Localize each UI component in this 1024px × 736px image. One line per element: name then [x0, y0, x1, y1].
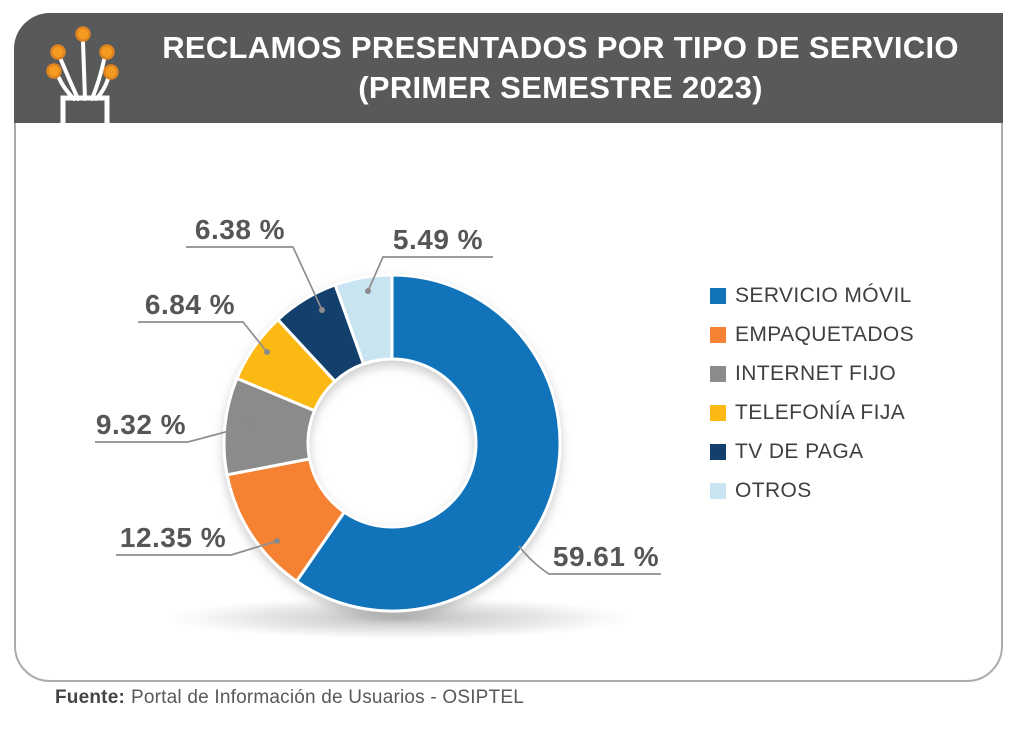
- legend-swatch-telefonia-fija: [710, 404, 726, 421]
- page-title: RECLAMOS PRESENTADOS POR TIPO DE SERVICI…: [126, 13, 995, 123]
- legend-swatch-servicio-movil: [710, 287, 726, 304]
- donut-slices: [222, 273, 562, 613]
- legend-item-telefonia-fija: TELEFONÍA FIJA: [710, 393, 914, 432]
- floor-shadow: [168, 597, 632, 639]
- legend-item-internet-fijo: INTERNET FIJO: [710, 354, 914, 393]
- percent-label-internet-fijo: 9.32 %: [96, 409, 186, 440]
- legend-label-internet-fijo: INTERNET FIJO: [735, 361, 897, 385]
- leader-line-internet-fijo: [95, 425, 249, 443]
- percent-label-tv-de-paga: 6.38 %: [195, 214, 285, 245]
- leader-dot-tv-de-paga: [319, 307, 325, 313]
- chart-card: RECLAMOS PRESENTADOS POR TIPO DE SERVICI…: [14, 13, 1003, 682]
- fiber-optic-icon: [46, 26, 119, 123]
- leader-line-telefonia-fija: [138, 321, 268, 353]
- percent-label-otros: 5.49 %: [393, 224, 483, 255]
- title-line-2: (PRIMER SEMESTRE 2023): [358, 70, 763, 105]
- legend-label-telefonia-fija: TELEFONÍA FIJA: [735, 400, 906, 424]
- percent-label-servicio-movil: 59.61 %: [553, 541, 659, 572]
- legend-label-servicio-movil: SERVICIO MÓVIL: [735, 283, 912, 307]
- leader-lines: [95, 246, 661, 575]
- title-line-1: RECLAMOS PRESENTADOS POR TIPO DE SERVICI…: [162, 30, 959, 65]
- pie-slice-otros: [333, 273, 394, 366]
- source-note: Fuente: Portal de Información de Usuarios…: [55, 687, 524, 709]
- legend-item-servicio-movil: SERVICIO MÓVIL: [710, 276, 914, 315]
- legend-label-otros: OTROS: [735, 478, 812, 502]
- leader-dot-internet-fijo: [245, 423, 251, 429]
- percent-labels: 59.61 % 12.35 % 9.32 % 6.84 % 6.38 % 5.4…: [96, 214, 659, 572]
- leader-line-servicio-movil: [518, 545, 661, 575]
- legend-item-tv-de-paga: TV DE PAGA: [710, 432, 914, 471]
- leader-line-otros: [367, 256, 493, 292]
- legend-item-otros: OTROS: [710, 471, 914, 510]
- source-text: Portal de Información de Usuarios - OSIP…: [131, 687, 525, 708]
- leader-line-empaquetados: [116, 540, 278, 556]
- percent-label-telefonia-fija: 6.84 %: [145, 289, 235, 320]
- leader-line-tv-de-paga: [186, 246, 323, 311]
- legend-item-empaquetados: EMPAQUETADOS: [710, 315, 914, 354]
- leader-dot-telefonia-fija: [264, 349, 270, 355]
- leader-dot-empaquetados: [274, 538, 280, 544]
- legend-swatch-empaquetados: [710, 326, 726, 343]
- header-banner: RECLAMOS PRESENTADOS POR TIPO DE SERVICI…: [14, 13, 1003, 123]
- source-label: Fuente:: [55, 687, 126, 708]
- legend-label-empaquetados: EMPAQUETADOS: [735, 322, 915, 346]
- chart-legend: SERVICIO MÓVIL EMPAQUETADOS INTERNET FIJ…: [710, 276, 914, 510]
- percent-label-empaquetados: 12.35 %: [120, 522, 226, 553]
- legend-swatch-internet-fijo: [710, 365, 726, 382]
- legend-swatch-tv-de-paga: [710, 443, 726, 460]
- legend-label-tv-de-paga: TV DE PAGA: [735, 439, 864, 463]
- leader-dot-otros: [365, 288, 371, 294]
- pie-slice-servicio-móvil: [295, 273, 562, 613]
- legend-swatch-otros: [710, 482, 726, 499]
